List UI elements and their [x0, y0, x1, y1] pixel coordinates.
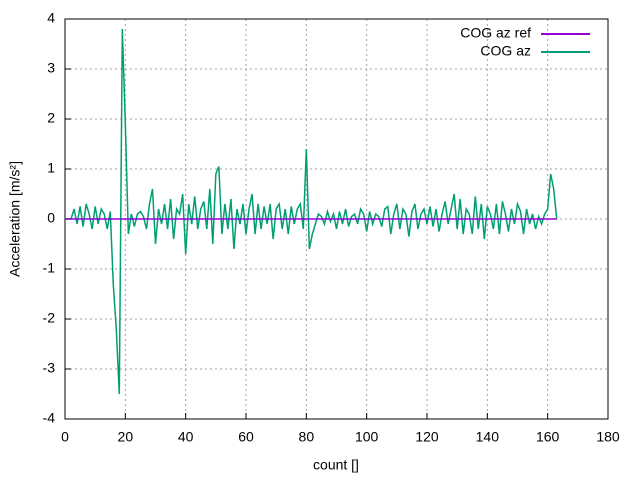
x-tick-label: 40 [178, 429, 194, 445]
y-axis-label: Acceleration [m/s²] [7, 161, 23, 277]
y-tick-label: -2 [43, 310, 56, 326]
x-tick-label: 80 [299, 429, 315, 445]
y-tick-label: -1 [43, 260, 56, 276]
x-tick-label: 140 [476, 429, 500, 445]
series-line [65, 28, 558, 395]
x-tick-label: 120 [415, 429, 439, 445]
y-tick-label: -4 [43, 410, 56, 426]
x-tick-label: 180 [596, 429, 620, 445]
y-tick-label: 4 [47, 10, 55, 26]
x-tick-label: 60 [238, 429, 254, 445]
legend-label: COG az [480, 43, 531, 59]
y-tick-label: 0 [47, 210, 55, 226]
y-tick-label: 3 [47, 60, 55, 76]
x-axis-label: count [] [313, 457, 359, 473]
y-tick-label: -3 [43, 360, 56, 376]
x-tick-label: 160 [536, 429, 560, 445]
x-tick-label: 100 [355, 429, 379, 445]
x-tick-label: 0 [61, 429, 69, 445]
legend-label: COG az ref [460, 25, 531, 41]
x-tick-label: 20 [118, 429, 134, 445]
y-tick-label: 2 [47, 110, 55, 126]
y-tick-label: 1 [47, 160, 55, 176]
